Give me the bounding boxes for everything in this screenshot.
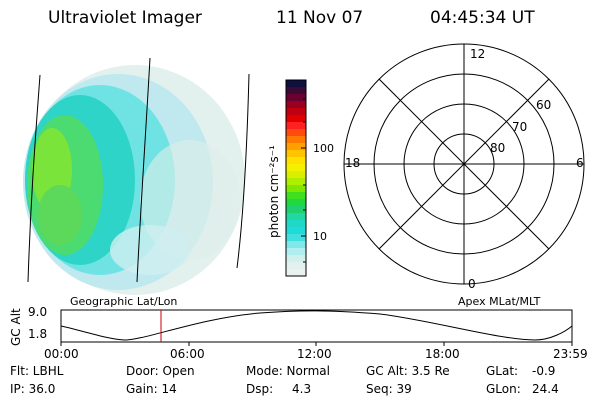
polar-plot [343, 43, 585, 285]
colorbar-tick-10: 10 [313, 230, 327, 243]
lat-label-60: 60 [536, 98, 552, 112]
track-x-tick-0000: 00:00 [44, 347, 79, 361]
track-plot [60, 309, 573, 346]
track-x-tick-0600: 06:00 [170, 347, 205, 361]
track-right-title: Apex MLat/MLT [458, 295, 541, 308]
colorbar-tick-100: 100 [313, 142, 334, 155]
colorbar-unit-label: photon cm⁻²s⁻¹ [267, 145, 281, 238]
status-ip: IP: 36.0 [10, 382, 56, 396]
track-x-tick-1800: 18:00 [425, 347, 460, 361]
time-label: 04:45:34 UT [430, 8, 535, 28]
instrument-title: Ultraviolet Imager [48, 8, 202, 28]
mlt-label-6: 6 [576, 156, 584, 170]
status-glat-value: -0.9 [532, 364, 556, 378]
status-glat-label: GLat: [486, 364, 519, 378]
status-door: Door: Open [126, 364, 195, 378]
track-y-axis-label: GC Alt [9, 308, 23, 346]
status-glon-value: 24.4 [532, 382, 559, 396]
track-y-tick-9: 9.0 [28, 305, 48, 319]
status-gc-alt: GC Alt: 3.5 Re [366, 364, 450, 378]
lat-label-80: 80 [490, 141, 506, 155]
status-seq: Seq: 39 [366, 382, 412, 396]
mlt-label-0: 0 [468, 277, 476, 291]
date-label: 11 Nov 07 [276, 8, 364, 28]
mlt-label-18: 18 [345, 156, 361, 170]
status-filter: Flt: LBHL [10, 364, 64, 378]
lat-label-70: 70 [512, 120, 528, 134]
track-x-tick-1200: 12:00 [297, 347, 332, 361]
track-y-tick-1: 1.8 [28, 327, 48, 341]
track-x-tick-2359: 23:59 [553, 347, 588, 361]
color-bar [285, 79, 307, 277]
mlt-label-12: 12 [470, 47, 486, 61]
status-dsp-value: 4.3 [292, 382, 312, 396]
status-gain: Gain: 14 [126, 382, 177, 396]
track-left-title: Geographic Lat/Lon [70, 295, 178, 308]
status-dsp-label: Dsp: [246, 382, 274, 396]
status-glon-label: GLon: [486, 382, 521, 396]
uv-image [23, 65, 245, 295]
status-mode: Mode: Normal [246, 364, 330, 378]
